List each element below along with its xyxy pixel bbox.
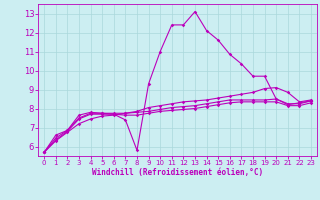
X-axis label: Windchill (Refroidissement éolien,°C): Windchill (Refroidissement éolien,°C) xyxy=(92,168,263,177)
